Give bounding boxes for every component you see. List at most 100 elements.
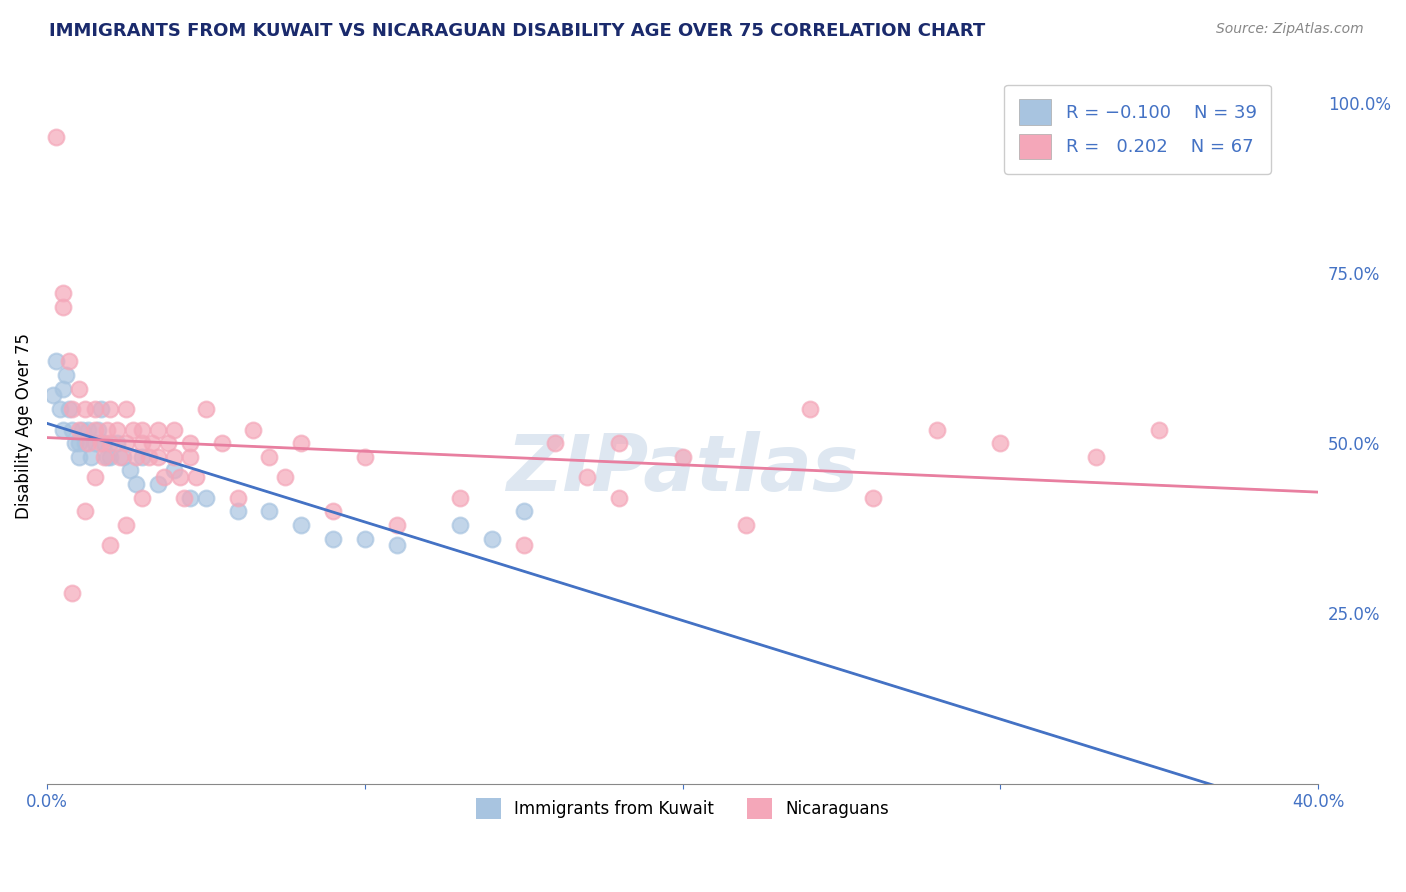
Point xyxy=(83,436,105,450)
Point xyxy=(990,436,1012,450)
Point xyxy=(52,300,75,314)
Point xyxy=(100,436,122,450)
Point xyxy=(862,491,884,505)
Point xyxy=(93,450,115,464)
Point xyxy=(146,477,169,491)
Text: Source: ZipAtlas.com: Source: ZipAtlas.com xyxy=(1216,22,1364,37)
Point xyxy=(100,538,122,552)
Point xyxy=(290,436,312,450)
Point xyxy=(146,423,169,437)
Point xyxy=(131,436,153,450)
Point xyxy=(385,538,408,552)
Point xyxy=(186,470,208,484)
Point xyxy=(607,491,630,505)
Point xyxy=(115,517,138,532)
Point xyxy=(52,423,75,437)
Point xyxy=(73,436,96,450)
Point xyxy=(52,286,75,301)
Y-axis label: Disability Age Over 75: Disability Age Over 75 xyxy=(15,333,32,519)
Point xyxy=(290,517,312,532)
Point xyxy=(576,470,599,484)
Point xyxy=(353,450,375,464)
Point xyxy=(179,491,201,505)
Point xyxy=(211,436,233,450)
Point xyxy=(60,586,83,600)
Point xyxy=(163,450,186,464)
Point xyxy=(163,463,186,477)
Point xyxy=(512,504,534,518)
Text: IMMIGRANTS FROM KUWAIT VS NICARAGUAN DISABILITY AGE OVER 75 CORRELATION CHART: IMMIGRANTS FROM KUWAIT VS NICARAGUAN DIS… xyxy=(49,22,986,40)
Point xyxy=(179,450,201,464)
Point xyxy=(77,436,100,450)
Point xyxy=(67,382,90,396)
Point xyxy=(55,368,77,382)
Point xyxy=(156,436,179,450)
Point xyxy=(83,402,105,417)
Point xyxy=(1149,423,1171,437)
Point xyxy=(48,402,70,417)
Point xyxy=(83,423,105,437)
Point xyxy=(58,354,80,368)
Point xyxy=(274,470,297,484)
Point xyxy=(60,402,83,417)
Point xyxy=(108,450,131,464)
Point xyxy=(259,504,281,518)
Point xyxy=(353,532,375,546)
Point xyxy=(242,423,264,437)
Point xyxy=(73,504,96,518)
Point xyxy=(153,470,176,484)
Point xyxy=(121,423,143,437)
Point xyxy=(115,436,138,450)
Point xyxy=(925,423,948,437)
Point xyxy=(449,491,471,505)
Point xyxy=(322,504,344,518)
Point xyxy=(512,538,534,552)
Point xyxy=(125,477,148,491)
Point xyxy=(67,436,90,450)
Point xyxy=(87,423,110,437)
Point xyxy=(65,436,87,450)
Point xyxy=(100,450,122,464)
Point xyxy=(67,450,90,464)
Point xyxy=(607,436,630,450)
Point xyxy=(138,450,160,464)
Point xyxy=(112,450,135,464)
Point xyxy=(125,450,148,464)
Text: ZIPatlas: ZIPatlas xyxy=(506,431,859,507)
Point xyxy=(45,354,67,368)
Point xyxy=(1084,450,1107,464)
Point xyxy=(73,402,96,417)
Point xyxy=(544,436,567,450)
Point xyxy=(671,450,693,464)
Point xyxy=(90,402,112,417)
Point xyxy=(118,463,141,477)
Point xyxy=(45,129,67,144)
Point xyxy=(42,388,65,402)
Point xyxy=(194,491,217,505)
Point xyxy=(226,491,249,505)
Point xyxy=(173,491,195,505)
Point xyxy=(799,402,821,417)
Point xyxy=(93,436,115,450)
Point xyxy=(67,423,90,437)
Point xyxy=(449,517,471,532)
Point xyxy=(70,423,93,437)
Point xyxy=(58,402,80,417)
Point xyxy=(105,436,128,450)
Point xyxy=(115,402,138,417)
Point xyxy=(141,436,163,450)
Point xyxy=(60,423,83,437)
Point xyxy=(169,470,191,484)
Legend: Immigrants from Kuwait, Nicaraguans: Immigrants from Kuwait, Nicaraguans xyxy=(470,792,896,825)
Point xyxy=(146,450,169,464)
Point xyxy=(194,402,217,417)
Point xyxy=(96,423,118,437)
Point xyxy=(226,504,249,518)
Point xyxy=(90,436,112,450)
Point xyxy=(100,402,122,417)
Point xyxy=(131,450,153,464)
Point xyxy=(105,423,128,437)
Point xyxy=(259,450,281,464)
Point xyxy=(96,450,118,464)
Point xyxy=(322,532,344,546)
